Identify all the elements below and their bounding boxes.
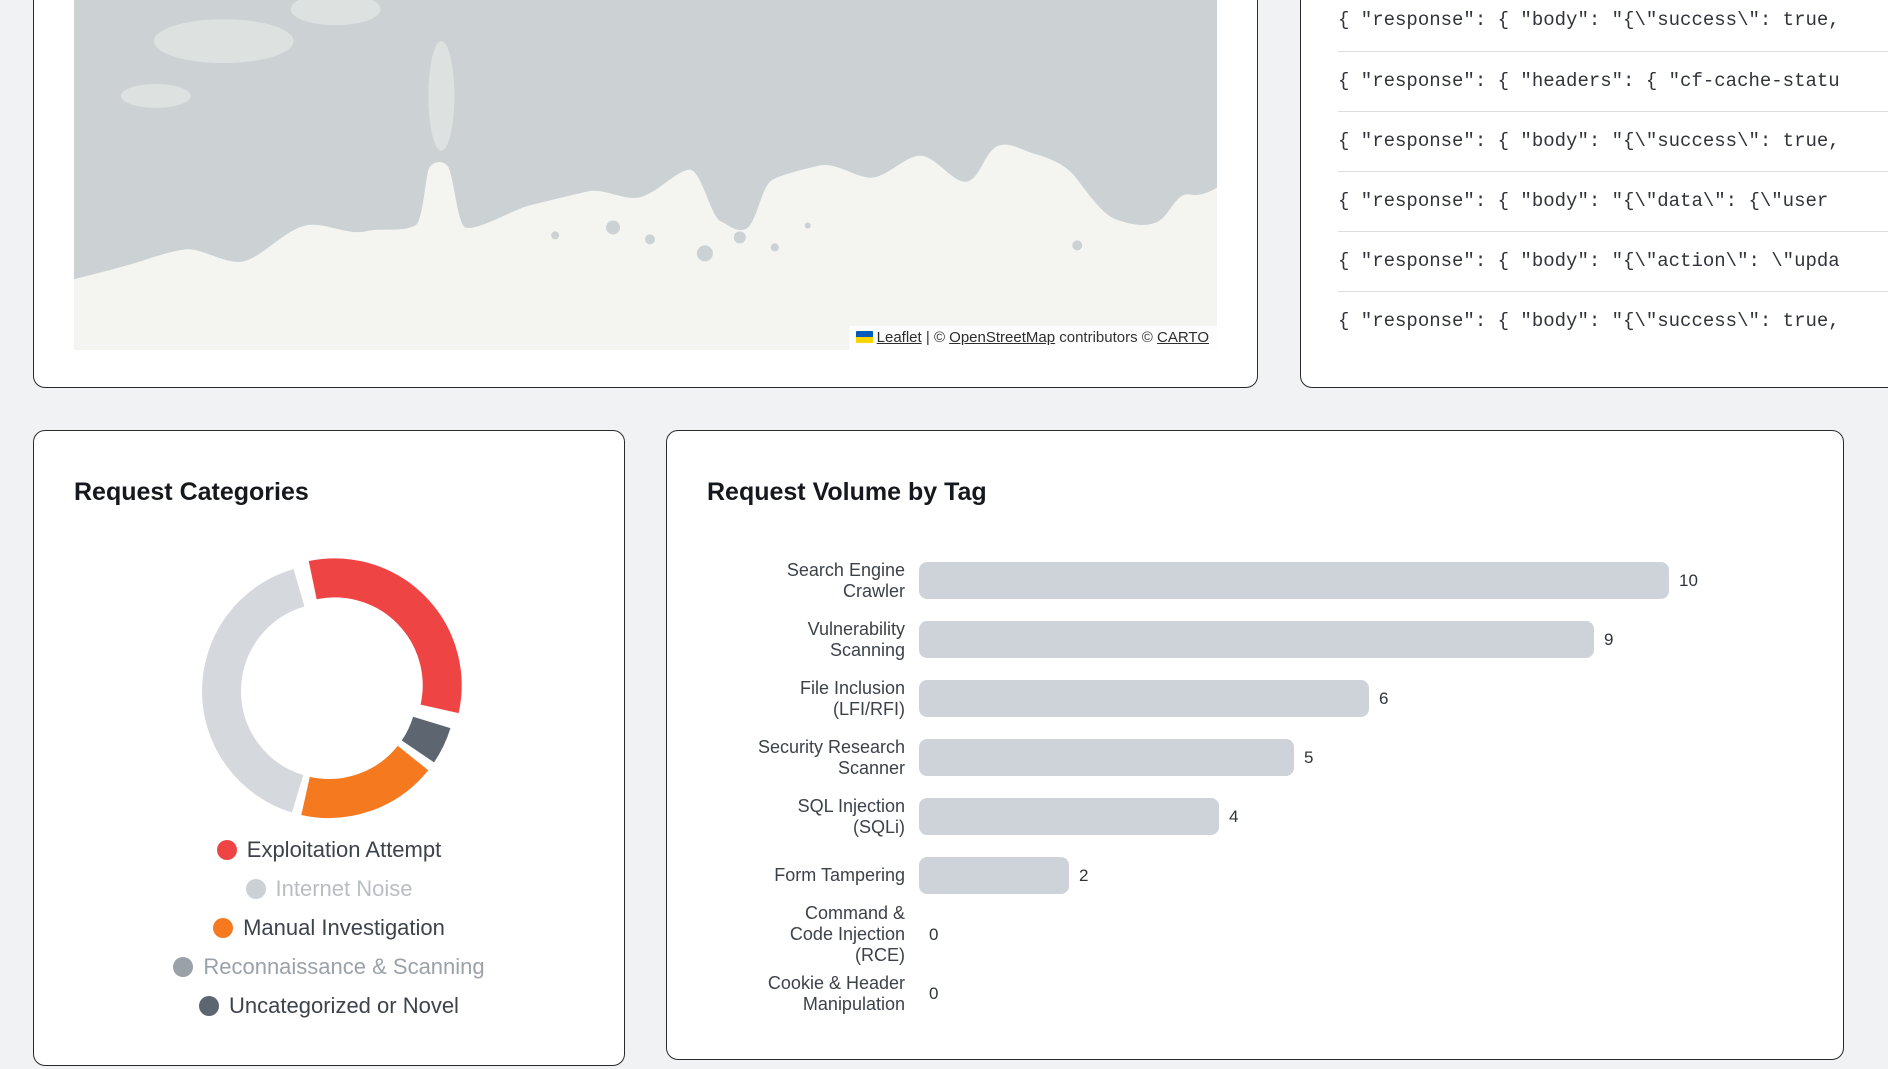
bar-value: 4 [1229,806,1239,826]
log-row-text: { "response": { "headers": { "cf-cache-s… [1338,70,1840,92]
carto-link[interactable]: CARTO [1157,329,1209,346]
bar[interactable] [919,621,1594,658]
bar[interactable] [919,857,1069,894]
bar-category-label: Form Tampering [774,865,905,886]
donut-segment-internet-noise[interactable] [202,569,305,813]
legend-dot [173,956,194,977]
bar-category-label: Cookie & Header Manipulation [767,972,905,1014]
log-rows: { "response": { "body": "{\"success\": t… [1338,0,1888,351]
category-legend: Exploitation Attempt Internet Noise Manual… [34,830,624,1025]
map[interactable]: Leaflet | © OpenStreetMap contributors ©… [74,0,1217,350]
legend-dot [216,839,237,860]
bar-value: 2 [1079,865,1089,885]
bar[interactable] [919,562,1669,599]
map-water [74,0,1217,280]
legend-label: Uncategorized or Novel [229,992,459,1018]
bar-row: Form Tampering 2 [707,846,1843,905]
bar-value: 0 [929,983,939,1003]
bar-category-label: Command & Code Injection (RCE) [789,903,905,965]
log-row[interactable]: { "response": { "body": "{\"data\": {\"u… [1338,171,1888,231]
bar[interactable] [919,680,1369,717]
bar-track: 6 [919,680,1843,717]
legend-label: Manual Investigation [243,914,445,940]
log-row-text: { "response": { "body": "{\"data\": {\"u… [1338,190,1829,212]
bar-value: 5 [1304,747,1314,767]
bar-track: 9 [919,621,1843,658]
legend-dot [199,995,220,1016]
bar-value: 10 [1679,570,1698,590]
response-log-panel: { "response": { "body": "{\"success\": t… [1300,0,1888,388]
bar-track: 0 [919,975,1843,1012]
bar-row: SQL Injection (SQLi) 4 [707,787,1843,846]
bar-row: Vulnerability Scanning 9 [707,610,1843,669]
bar-row: Cookie & Header Manipulation 0 [707,964,1843,1023]
copyright-symbol: © [1141,329,1153,346]
log-row[interactable]: { "response": { "body": "{\"success\": t… [1338,291,1888,351]
legend-item-exploitation-attempt[interactable]: Exploitation Attempt [34,830,624,869]
bar-value: 0 [929,924,939,944]
log-row[interactable]: { "response": { "headers": { "cf-cache-s… [1338,51,1888,111]
donut-segment-exploitation-attempt[interactable] [308,558,462,714]
donut-segment-uncategorized-or-novel[interactable] [401,716,451,763]
legend-label: Reconnaissance & Scanning [203,953,485,979]
log-row-text: { "response": { "body": "{\"success\": t… [1338,310,1840,332]
category-donut-chart [202,558,462,818]
leaflet-link[interactable]: Leaflet [855,329,922,346]
copyright-symbol: © [933,329,945,346]
bar-track: 10 [919,562,1843,599]
legend-item-manual-investigation[interactable]: Manual Investigation [34,908,624,947]
log-row-text: { "response": { "body": "{\"success\": t… [1338,9,1840,31]
request-volume-title: Request Volume by Tag [707,478,987,506]
legend-label: Exploitation Attempt [246,836,442,862]
legend-item-reconnaissance-scanning[interactable]: Reconnaissance & Scanning [34,947,624,986]
request-categories-title: Request Categories [74,478,309,506]
bar-value: 6 [1379,688,1389,708]
bar-row: Search Engine Crawler 10 [707,551,1843,610]
legend-dot [245,878,266,899]
bar[interactable] [919,798,1219,835]
legend-item-uncategorized-or-novel[interactable]: Uncategorized or Novel [34,986,624,1025]
legend-label: Internet Noise [275,875,413,901]
map-panel: Leaflet | © OpenStreetMap contributors ©… [33,0,1258,388]
bar-category-label: Search Engine Crawler [786,559,905,601]
ukraine-flag-icon [855,331,873,343]
bar-track: 0 [919,916,1843,953]
bar-value: 9 [1604,629,1614,649]
bar-track: 2 [919,857,1843,894]
bar-track: 5 [919,739,1843,776]
attribution-separator: | [925,329,930,346]
contributors-label: contributors [1059,329,1138,346]
openstreetmap-link[interactable]: OpenStreetMap [949,329,1056,346]
bar-row: File Inclusion (LFI/RFI) 6 [707,669,1843,728]
bar-category-label: SQL Injection (SQLi) [797,795,905,837]
log-row-text: { "response": { "body": "{\"success\": t… [1338,130,1840,152]
bar-category-label: Vulnerability Scanning [807,618,905,660]
request-volume-panel: Request Volume by Tag Search Engine Craw… [666,430,1844,1060]
map-ice-patches [120,0,455,151]
bar-category-label: File Inclusion (LFI/RFI) [799,677,905,719]
map-islands [551,220,1083,262]
leaflet-label: Leaflet [876,329,922,346]
log-row[interactable]: { "response": { "body": "{\"action\": \"… [1338,231,1888,291]
log-row[interactable]: { "response": { "body": "{\"success\": t… [1338,111,1888,171]
legend-item-internet-noise[interactable]: Internet Noise [34,869,624,908]
map-attribution: Leaflet | © OpenStreetMap contributors ©… [848,326,1217,350]
legend-dot [213,917,234,938]
donut-segment-manual-investigation[interactable] [301,745,429,818]
request-categories-panel: Request Categories Exploitation Attempt I… [33,430,625,1066]
log-row[interactable]: { "response": { "body": "{\"success\": t… [1338,0,1888,51]
bar-track: 4 [919,798,1843,835]
bar-category-label: Security Research Scanner [757,736,905,778]
bar-row: Command & Code Injection (RCE) 0 [707,903,1843,965]
map-tiles [74,0,1217,280]
bar-row: Security Research Scanner 5 [707,728,1843,787]
log-row-text: { "response": { "body": "{\"action\": \"… [1338,250,1840,272]
bar[interactable] [919,739,1294,776]
bar-rows: Search Engine Crawler 10 Vulnerability Sca… [707,551,1843,1023]
